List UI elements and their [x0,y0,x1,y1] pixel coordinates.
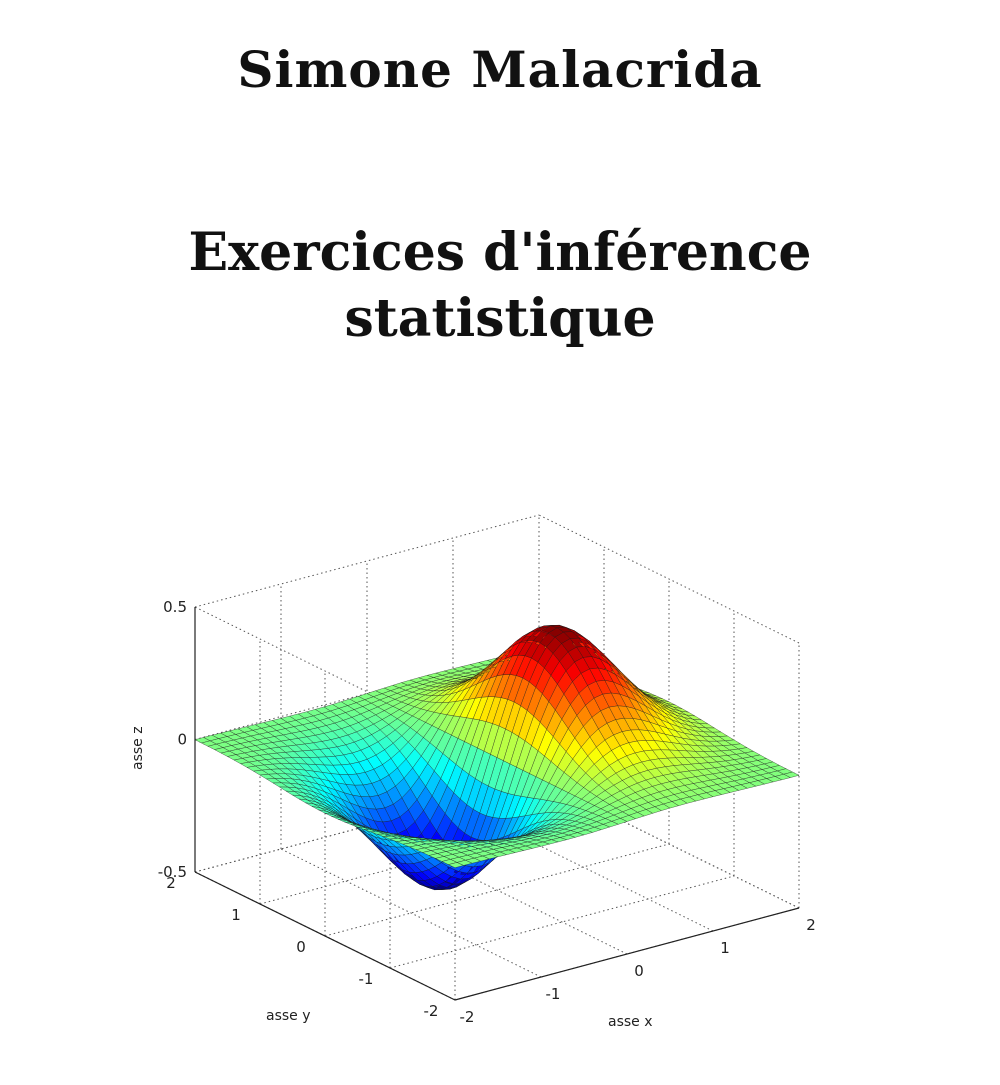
book-title-line-2: statistique [344,288,656,349]
floor-gridline [452,802,714,932]
z-tick-label: 0 [177,731,187,749]
x-tick-label: 1 [720,939,730,957]
back-wall-gridline [194,647,540,740]
y-axis-line [194,871,456,1001]
surface-patch [783,771,800,778]
plot-labels: asse x asse y asse z -2-1012-2-1012-0.50… [130,598,816,1030]
y-tick-label: 0 [296,938,306,956]
y-tick-label: -2 [424,1002,439,1020]
side-wall-gridline [538,779,800,909]
book-title: Exercices d'inférence statistique [0,220,1000,352]
z-tick-label: -0.5 [158,863,187,881]
y-tick-label: 2 [166,874,176,892]
side-wall-gridline [538,514,800,644]
floor-gridline [324,843,670,937]
surface-mesh [194,624,800,891]
left-wall-gridline [194,606,456,736]
book-title-line-1: Exercices d'inférence [188,222,812,283]
back-wall-gridline [194,514,540,608]
floor-gridline [259,811,605,905]
floor-gridline [280,848,542,978]
author-name: Simone Malacrida [237,40,763,99]
x-tick-label: -2 [460,1008,475,1026]
y-tick-label: 1 [231,906,241,924]
y-axis-label: asse y [266,1008,311,1024]
x-tick-label: -1 [546,985,561,1003]
z-tick-label: 0.5 [163,598,187,616]
back-wall-gridline [194,779,540,873]
x-axis-label: asse x [608,1014,653,1030]
x-tick-label: 0 [634,962,644,980]
floor-gridline [389,875,735,969]
x-tick-label: 2 [806,916,816,934]
y-tick-label: -1 [359,970,374,988]
z-axis-label: asse z [130,726,146,770]
floor-gridline [366,825,628,955]
x-axis-line [454,907,800,1001]
